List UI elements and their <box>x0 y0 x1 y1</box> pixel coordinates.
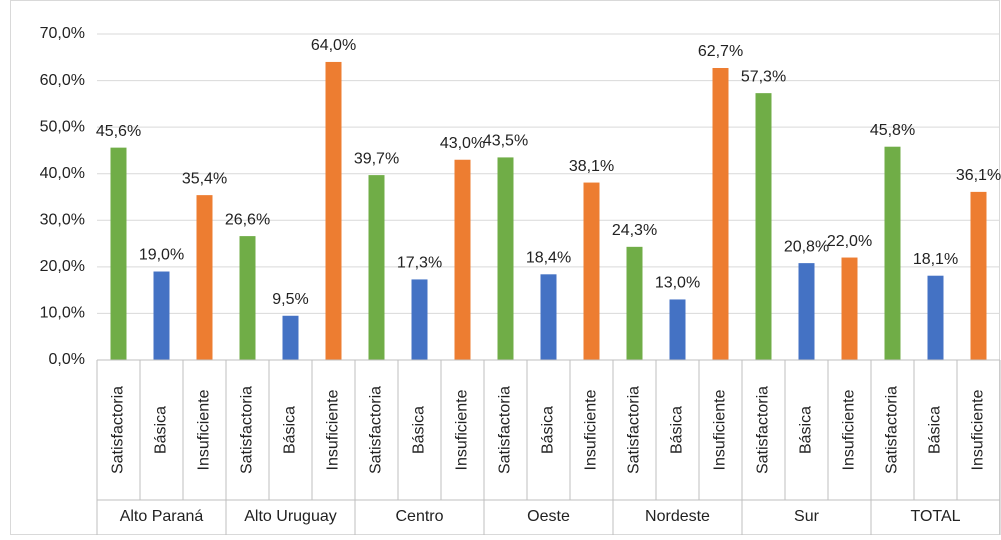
x-tick-label: Satisfactoria <box>626 386 643 474</box>
bar <box>497 157 514 360</box>
bar <box>282 315 299 360</box>
group-label: Alto Paraná <box>120 508 204 525</box>
group-label: Alto Uruguay <box>244 508 337 525</box>
bar <box>583 182 600 360</box>
y-tick-label: 20,0% <box>40 258 85 275</box>
bar <box>153 271 170 360</box>
bar <box>110 147 127 360</box>
bar <box>196 195 213 360</box>
bar <box>411 279 428 360</box>
y-tick-label: 0,0% <box>49 351 85 368</box>
bar <box>325 61 342 360</box>
x-tick-label: Básica <box>927 406 944 454</box>
data-label: 24,3% <box>612 222 657 239</box>
x-tick-label: Básica <box>411 406 428 454</box>
bar <box>841 257 858 360</box>
bar <box>669 299 686 360</box>
data-label: 64,0% <box>311 37 356 54</box>
x-tick-label: Insuficiente <box>583 389 600 470</box>
y-tick-label: 70,0% <box>40 25 85 42</box>
bar <box>884 146 901 360</box>
bar <box>368 175 385 360</box>
data-label: 38,1% <box>569 158 614 175</box>
data-label: 9,5% <box>272 291 308 308</box>
bar <box>239 236 256 360</box>
x-tick-label: Básica <box>669 406 686 454</box>
x-tick-label: Satisfactoria <box>884 386 901 474</box>
data-label: 39,7% <box>354 150 399 167</box>
y-tick-label: 10,0% <box>40 305 85 322</box>
data-label: 20,8% <box>784 238 829 255</box>
data-label: 22,0% <box>827 233 872 250</box>
x-tick-label: Insuficiente <box>712 389 729 470</box>
data-label: 36,1% <box>956 167 1001 184</box>
bar <box>970 191 987 360</box>
data-label: 62,7% <box>698 43 743 60</box>
group-label: Centro <box>395 508 443 525</box>
x-tick-label: Satisfactoria <box>755 386 772 474</box>
bar <box>927 275 944 360</box>
x-tick-label: Satisfactoria <box>239 386 256 474</box>
data-label: 45,8% <box>870 122 915 139</box>
bar <box>798 263 815 360</box>
x-tick-label: Insuficiente <box>325 389 342 470</box>
bar <box>626 246 643 360</box>
x-tick-label: Básica <box>153 406 170 454</box>
data-label: 19,0% <box>139 247 184 264</box>
y-tick-label: 40,0% <box>40 165 85 182</box>
x-tick-label: Satisfactoria <box>497 386 514 474</box>
y-tick-label: 60,0% <box>40 72 85 89</box>
bar <box>454 159 471 360</box>
data-label: 13,0% <box>655 275 700 292</box>
group-label: TOTAL <box>910 508 960 525</box>
data-label: 43,5% <box>483 133 528 150</box>
data-label: 35,4% <box>182 170 227 187</box>
group-label: Oeste <box>527 508 570 525</box>
x-tick-label: Básica <box>540 406 557 454</box>
x-tick-label: Satisfactoria <box>368 386 385 474</box>
data-label: 43,0% <box>440 135 485 152</box>
x-tick-label: Insuficiente <box>970 389 987 470</box>
bar <box>712 67 729 361</box>
y-tick-label: 30,0% <box>40 212 85 229</box>
x-tick-label: Básica <box>282 406 299 454</box>
bar <box>540 274 557 360</box>
data-label: 18,4% <box>526 250 571 267</box>
data-label: 26,6% <box>225 211 270 228</box>
data-label: 57,3% <box>741 68 786 85</box>
x-tick-label: Insuficiente <box>841 389 858 470</box>
x-tick-label: Satisfactoria <box>110 386 127 474</box>
bar <box>755 93 772 360</box>
x-tick-label: Insuficiente <box>196 389 213 470</box>
data-label: 45,6% <box>96 123 141 140</box>
x-tick-label: Insuficiente <box>454 389 471 470</box>
x-tick-label: Básica <box>798 406 815 454</box>
y-tick-label: 50,0% <box>40 118 85 135</box>
group-label: Sur <box>794 508 820 525</box>
group-label: Nordeste <box>645 508 710 525</box>
data-label: 17,3% <box>397 255 442 272</box>
data-label: 18,1% <box>913 251 958 268</box>
